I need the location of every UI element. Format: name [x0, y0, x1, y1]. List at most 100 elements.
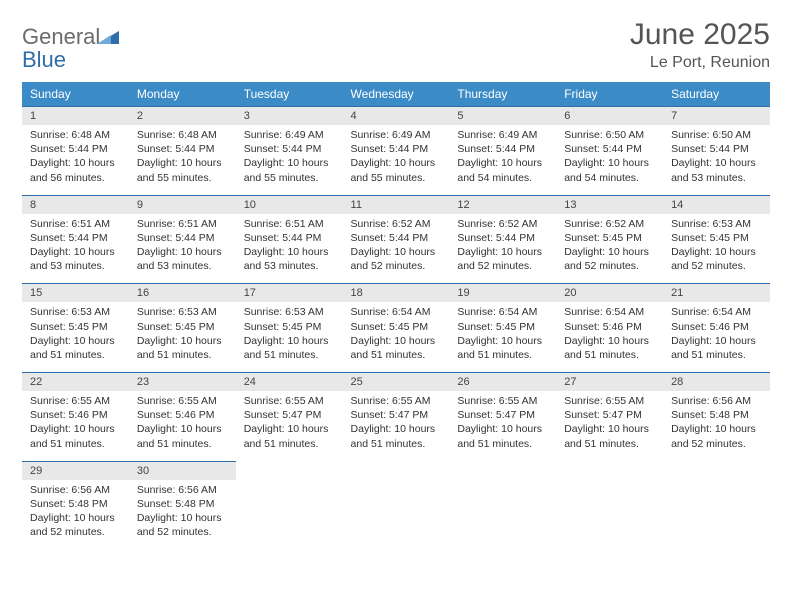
daylight-line: Daylight: 10 hours and 56 minutes. [30, 156, 123, 184]
sunset-line: Sunset: 5:48 PM [137, 497, 230, 511]
daylight-line: Daylight: 10 hours and 52 minutes. [671, 245, 764, 273]
day-cell: 28Sunrise: 6:56 AMSunset: 5:48 PMDayligh… [663, 373, 770, 462]
day-cell: 11Sunrise: 6:52 AMSunset: 5:44 PMDayligh… [343, 195, 450, 284]
day-number: 9 [129, 196, 236, 214]
week-row: 29Sunrise: 6:56 AMSunset: 5:48 PMDayligh… [22, 461, 770, 549]
day-cell: 1Sunrise: 6:48 AMSunset: 5:44 PMDaylight… [22, 107, 129, 196]
day-number: 25 [343, 373, 450, 391]
day-number: 13 [556, 196, 663, 214]
day-cell: 14Sunrise: 6:53 AMSunset: 5:45 PMDayligh… [663, 195, 770, 284]
day-body: Sunrise: 6:53 AMSunset: 5:45 PMDaylight:… [129, 302, 236, 372]
day-body: Sunrise: 6:56 AMSunset: 5:48 PMDaylight:… [663, 391, 770, 461]
daylight-line: Daylight: 10 hours and 53 minutes. [244, 245, 337, 273]
sunset-line: Sunset: 5:46 PM [671, 320, 764, 334]
sunset-line: Sunset: 5:45 PM [244, 320, 337, 334]
week-row: 15Sunrise: 6:53 AMSunset: 5:45 PMDayligh… [22, 284, 770, 373]
day-number: 22 [22, 373, 129, 391]
day-number: 10 [236, 196, 343, 214]
day-number: 5 [449, 107, 556, 125]
day-number: 28 [663, 373, 770, 391]
sunrise-line: Sunrise: 6:56 AM [671, 394, 764, 408]
sunrise-line: Sunrise: 6:55 AM [351, 394, 444, 408]
daylight-line: Daylight: 10 hours and 51 minutes. [457, 422, 550, 450]
sunset-line: Sunset: 5:45 PM [671, 231, 764, 245]
day-cell: 13Sunrise: 6:52 AMSunset: 5:45 PMDayligh… [556, 195, 663, 284]
daylight-line: Daylight: 10 hours and 52 minutes. [671, 422, 764, 450]
day-cell: 25Sunrise: 6:55 AMSunset: 5:47 PMDayligh… [343, 373, 450, 462]
day-cell: 29Sunrise: 6:56 AMSunset: 5:48 PMDayligh… [22, 461, 129, 549]
day-cell: 19Sunrise: 6:54 AMSunset: 5:45 PMDayligh… [449, 284, 556, 373]
calendar-table: SundayMondayTuesdayWednesdayThursdayFrid… [22, 82, 770, 549]
day-number: 8 [22, 196, 129, 214]
daylight-line: Daylight: 10 hours and 51 minutes. [137, 422, 230, 450]
week-row: 8Sunrise: 6:51 AMSunset: 5:44 PMDaylight… [22, 195, 770, 284]
dow-cell: Saturday [663, 82, 770, 107]
sunrise-line: Sunrise: 6:50 AM [564, 128, 657, 142]
daylight-line: Daylight: 10 hours and 53 minutes. [137, 245, 230, 273]
sunrise-line: Sunrise: 6:50 AM [671, 128, 764, 142]
day-number: 30 [129, 462, 236, 480]
daylight-line: Daylight: 10 hours and 51 minutes. [671, 334, 764, 362]
daylight-line: Daylight: 10 hours and 55 minutes. [137, 156, 230, 184]
dow-row: SundayMondayTuesdayWednesdayThursdayFrid… [22, 82, 770, 107]
day-number: 11 [343, 196, 450, 214]
sunset-line: Sunset: 5:44 PM [137, 142, 230, 156]
sunset-line: Sunset: 5:48 PM [671, 408, 764, 422]
sunset-line: Sunset: 5:44 PM [671, 142, 764, 156]
sunset-line: Sunset: 5:45 PM [457, 320, 550, 334]
sunrise-line: Sunrise: 6:55 AM [137, 394, 230, 408]
logo-text-blue: Blue [22, 47, 66, 72]
sunset-line: Sunset: 5:46 PM [564, 320, 657, 334]
sunset-line: Sunset: 5:45 PM [351, 320, 444, 334]
sunset-line: Sunset: 5:44 PM [244, 231, 337, 245]
day-body: Sunrise: 6:54 AMSunset: 5:45 PMDaylight:… [449, 302, 556, 372]
day-cell: 3Sunrise: 6:49 AMSunset: 5:44 PMDaylight… [236, 107, 343, 196]
sunset-line: Sunset: 5:44 PM [457, 142, 550, 156]
sunrise-line: Sunrise: 6:54 AM [457, 305, 550, 319]
day-body: Sunrise: 6:56 AMSunset: 5:48 PMDaylight:… [22, 480, 129, 550]
day-number: 15 [22, 284, 129, 302]
day-cell: 26Sunrise: 6:55 AMSunset: 5:47 PMDayligh… [449, 373, 556, 462]
day-number: 1 [22, 107, 129, 125]
day-body: Sunrise: 6:54 AMSunset: 5:45 PMDaylight:… [343, 302, 450, 372]
daylight-line: Daylight: 10 hours and 52 minutes. [351, 245, 444, 273]
dow-cell: Sunday [22, 82, 129, 107]
day-body: Sunrise: 6:56 AMSunset: 5:48 PMDaylight:… [129, 480, 236, 550]
day-number: 23 [129, 373, 236, 391]
day-cell: 10Sunrise: 6:51 AMSunset: 5:44 PMDayligh… [236, 195, 343, 284]
day-body: Sunrise: 6:52 AMSunset: 5:44 PMDaylight:… [343, 214, 450, 284]
sunrise-line: Sunrise: 6:53 AM [671, 217, 764, 231]
daylight-line: Daylight: 10 hours and 53 minutes. [671, 156, 764, 184]
sunset-line: Sunset: 5:44 PM [30, 142, 123, 156]
day-number: 2 [129, 107, 236, 125]
sunrise-line: Sunrise: 6:52 AM [457, 217, 550, 231]
day-cell: 9Sunrise: 6:51 AMSunset: 5:44 PMDaylight… [129, 195, 236, 284]
daylight-line: Daylight: 10 hours and 51 minutes. [457, 334, 550, 362]
dow-cell: Wednesday [343, 82, 450, 107]
empty-cell [449, 461, 556, 549]
day-body: Sunrise: 6:55 AMSunset: 5:47 PMDaylight:… [236, 391, 343, 461]
day-number: 12 [449, 196, 556, 214]
day-cell: 24Sunrise: 6:55 AMSunset: 5:47 PMDayligh… [236, 373, 343, 462]
daylight-line: Daylight: 10 hours and 52 minutes. [457, 245, 550, 273]
sunset-line: Sunset: 5:47 PM [564, 408, 657, 422]
day-body: Sunrise: 6:50 AMSunset: 5:44 PMDaylight:… [556, 125, 663, 195]
sunrise-line: Sunrise: 6:49 AM [457, 128, 550, 142]
sunset-line: Sunset: 5:45 PM [137, 320, 230, 334]
sunrise-line: Sunrise: 6:51 AM [137, 217, 230, 231]
day-cell: 15Sunrise: 6:53 AMSunset: 5:45 PMDayligh… [22, 284, 129, 373]
title-block: June 2025 Le Port, Reunion [630, 18, 770, 72]
logo-text-general: General [22, 24, 100, 49]
day-body: Sunrise: 6:51 AMSunset: 5:44 PMDaylight:… [236, 214, 343, 284]
daylight-line: Daylight: 10 hours and 52 minutes. [564, 245, 657, 273]
sunrise-line: Sunrise: 6:56 AM [137, 483, 230, 497]
daylight-line: Daylight: 10 hours and 51 minutes. [30, 422, 123, 450]
day-cell: 16Sunrise: 6:53 AMSunset: 5:45 PMDayligh… [129, 284, 236, 373]
day-cell: 23Sunrise: 6:55 AMSunset: 5:46 PMDayligh… [129, 373, 236, 462]
day-number: 18 [343, 284, 450, 302]
daylight-line: Daylight: 10 hours and 52 minutes. [30, 511, 123, 539]
logo-triangle-icon [97, 28, 119, 44]
daylight-line: Daylight: 10 hours and 54 minutes. [564, 156, 657, 184]
day-body: Sunrise: 6:49 AMSunset: 5:44 PMDaylight:… [449, 125, 556, 195]
day-body: Sunrise: 6:53 AMSunset: 5:45 PMDaylight:… [663, 214, 770, 284]
